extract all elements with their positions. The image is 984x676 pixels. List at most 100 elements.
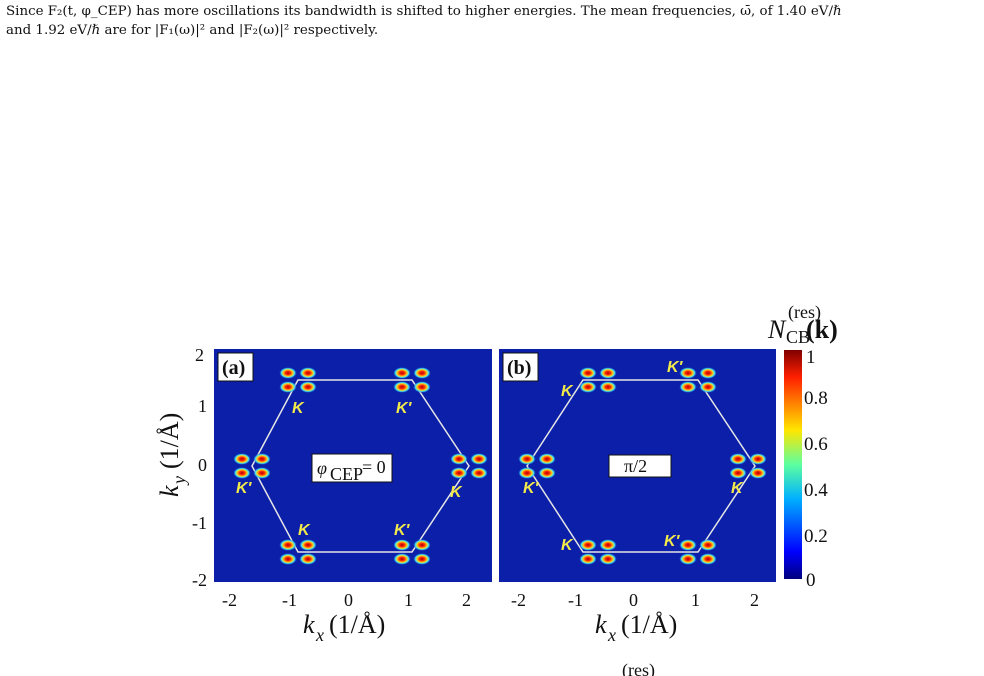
panel-b-k-label-5: K bbox=[561, 537, 574, 554]
panel-a-annotation-value: = 0 bbox=[362, 457, 386, 477]
distribution-lobe bbox=[679, 553, 697, 565]
distribution-lobe bbox=[579, 381, 597, 393]
x-tick-label: -1 bbox=[282, 590, 297, 610]
distribution-lobe bbox=[279, 539, 297, 551]
distribution-lobe bbox=[599, 539, 617, 551]
distribution-lobe bbox=[699, 381, 717, 393]
colorbar-title-arg: (k) bbox=[806, 315, 838, 344]
distribution-lobe bbox=[699, 367, 717, 379]
distribution-lobe bbox=[279, 553, 297, 565]
distribution-lobe bbox=[470, 467, 488, 479]
colorbar-title-sup: (res) bbox=[788, 302, 821, 323]
colorbar-tick: 0.8 bbox=[804, 388, 828, 409]
panel-b-k-label-2: K′ bbox=[667, 359, 684, 376]
y-axis-label-sub: y bbox=[169, 476, 189, 486]
y-axis: 2 1 0 -1 -2 k y (1/Å) bbox=[155, 345, 207, 590]
distribution-lobe bbox=[413, 381, 431, 393]
panel-b-label: (b) bbox=[507, 357, 531, 379]
distribution-lobe bbox=[679, 539, 697, 551]
distribution-lobe bbox=[679, 367, 697, 379]
panel-b-annotation-box bbox=[608, 454, 672, 478]
colorbar-title-main: N bbox=[767, 315, 787, 344]
x-axis-a: -2 -1 0 1 2 k x (1/Å) bbox=[222, 590, 471, 645]
panel-a-hexagon bbox=[251, 379, 470, 553]
distribution-lobe bbox=[729, 453, 747, 465]
distribution-lobe bbox=[393, 553, 411, 565]
panel-b-label-box bbox=[502, 352, 539, 382]
panel-b-distribution bbox=[518, 367, 767, 565]
colorbar-tick: 1 bbox=[806, 347, 816, 368]
distribution-lobe bbox=[749, 453, 767, 465]
distribution-lobe bbox=[729, 467, 747, 479]
x-tick-label: -2 bbox=[511, 590, 526, 610]
distribution-lobe bbox=[518, 467, 536, 479]
y-axis-label-main: k bbox=[155, 485, 184, 497]
distribution-lobe bbox=[253, 467, 271, 479]
distribution-lobe bbox=[538, 453, 556, 465]
colorbar-tick: 0.4 bbox=[804, 480, 828, 501]
x-axis-b-label-sub: x bbox=[607, 625, 616, 645]
colorbar-tick: 0.2 bbox=[804, 526, 828, 547]
x-tick-label: 0 bbox=[629, 590, 638, 610]
distribution-lobe bbox=[299, 553, 317, 565]
distribution-lobe bbox=[413, 367, 431, 379]
y-tick-label: 1 bbox=[198, 396, 207, 416]
colorbar: (res) N CB (k) 1 0.8 0.6 0.4 0.2 0 bbox=[767, 302, 838, 591]
distribution-lobe bbox=[279, 367, 297, 379]
y-axis-label-unit: (1/Å) bbox=[155, 413, 184, 469]
distribution-lobe bbox=[299, 539, 317, 551]
panel-b: (b) π/2 K K′ K′ K K K′ bbox=[499, 349, 776, 582]
colorbar-gradient bbox=[784, 350, 802, 579]
body-paragraph: Since F₂(t, φ_CEP) has more oscillations… bbox=[6, 2, 980, 40]
colorbar-tick: 0 bbox=[806, 570, 816, 591]
distribution-lobe bbox=[470, 453, 488, 465]
distribution-lobe bbox=[599, 381, 617, 393]
y-tick-label: 2 bbox=[195, 345, 204, 365]
y-tick-label: -1 bbox=[192, 513, 207, 533]
panel-a-label-box bbox=[217, 352, 254, 382]
distribution-lobe bbox=[253, 453, 271, 465]
distribution-lobe bbox=[393, 367, 411, 379]
distribution-lobe bbox=[413, 553, 431, 565]
panel-b-annotation: π/2 bbox=[624, 456, 647, 476]
y-tick-label: -2 bbox=[192, 570, 207, 590]
panel-b-hexagon bbox=[526, 379, 756, 553]
x-tick-label: 1 bbox=[404, 590, 413, 610]
x-tick-label: 2 bbox=[750, 590, 759, 610]
x-axis-b-label-main: k bbox=[595, 610, 607, 639]
x-tick-label: -1 bbox=[568, 590, 583, 610]
distribution-lobe bbox=[699, 539, 717, 551]
panel-a-annotation-sub: CEP bbox=[330, 464, 363, 484]
colorbar-tick: 0.6 bbox=[804, 434, 828, 455]
panel-b-k-label-6: K′ bbox=[664, 533, 681, 550]
distribution-lobe bbox=[679, 381, 697, 393]
panel-b-k-label-1: K bbox=[561, 383, 574, 400]
distribution-lobe bbox=[279, 381, 297, 393]
distribution-lobe bbox=[393, 539, 411, 551]
distribution-lobe bbox=[450, 453, 468, 465]
panel-a-k-label-4: K bbox=[450, 484, 463, 501]
x-tick-label: 1 bbox=[691, 590, 700, 610]
panel-a-k-label-5: K bbox=[298, 522, 311, 539]
panel-a-k-label-6: K′ bbox=[394, 522, 411, 539]
panel-a-k-label-3: K′ bbox=[236, 480, 253, 497]
distribution-lobe bbox=[413, 539, 431, 551]
colorbar-title-sub: CB bbox=[786, 327, 810, 347]
x-tick-label: 0 bbox=[344, 590, 353, 610]
distribution-lobe bbox=[749, 467, 767, 479]
x-tick-label: 2 bbox=[462, 590, 471, 610]
x-axis-b: -2 -1 0 1 2 k x (1/Å) bbox=[511, 590, 759, 645]
distribution-lobe bbox=[299, 367, 317, 379]
distribution-lobe bbox=[538, 467, 556, 479]
panel-a-annotation-symbol: φ bbox=[317, 458, 327, 478]
distribution-lobe bbox=[699, 553, 717, 565]
paragraph-line-1: Since F₂(t, φ_CEP) has more oscillations… bbox=[6, 4, 842, 19]
bottom-fragment: (res) bbox=[622, 660, 655, 676]
distribution-lobe bbox=[579, 367, 597, 379]
x-axis-a-label-unit: (1/Å) bbox=[329, 610, 385, 639]
panel-a-distribution bbox=[233, 367, 488, 565]
x-tick-label: -2 bbox=[222, 590, 237, 610]
distribution-lobe bbox=[579, 539, 597, 551]
